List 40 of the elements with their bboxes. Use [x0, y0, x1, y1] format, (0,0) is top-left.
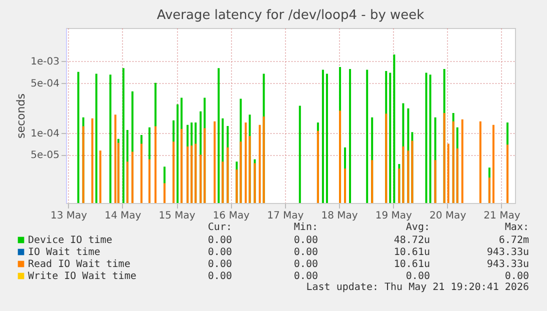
- text: 6.72m: [498, 235, 529, 246]
- text: 0.00: [208, 235, 232, 246]
- x-tick-label: 17 May: [267, 210, 304, 222]
- x-tick-label: 15 May: [158, 210, 196, 222]
- text: 0.00: [208, 271, 232, 282]
- y-axis-title: seconds: [14, 93, 28, 138]
- chart-title: Average latency for /dev/loop4 - by week: [156, 8, 425, 23]
- text: 0.00: [294, 247, 318, 258]
- text: Avg:: [406, 222, 430, 233]
- x-tick-label: 19 May: [375, 210, 412, 222]
- text: 10.61u: [394, 247, 430, 258]
- text: 0.00: [208, 259, 232, 270]
- x-tick-label: 13 May: [50, 210, 88, 222]
- text: 0.00: [294, 271, 318, 282]
- y-tick-label: 5e-04: [30, 78, 60, 90]
- text: 48.72u: [394, 235, 430, 246]
- legend-label: IO Wait time: [28, 247, 100, 258]
- x-tick-label: 21 May: [484, 210, 520, 222]
- y-tick-label: 1e-03: [30, 56, 60, 68]
- x-tick-label: 18 May: [321, 210, 358, 222]
- text: Last update: Thu May 21 19:20:41 2026: [306, 282, 529, 293]
- text: Min:: [294, 222, 318, 233]
- text: 0.00: [294, 235, 318, 246]
- text: 0.00: [208, 247, 232, 258]
- legend-label: Write IO Wait time: [28, 271, 136, 282]
- text: 10.61u: [394, 259, 430, 270]
- text: Cur:: [208, 222, 232, 233]
- text: 0.00: [294, 259, 318, 270]
- text: Max:: [504, 222, 529, 233]
- legend-label: Device IO time: [28, 235, 112, 246]
- text: 943.33u: [486, 247, 529, 258]
- legend-label: Read IO Wait time: [28, 259, 130, 270]
- y-tick-label: 5e-05: [30, 150, 60, 162]
- x-tick-label: 14 May: [104, 210, 142, 222]
- x-tick-label: 20 May: [430, 210, 466, 222]
- x-tick-label: 16 May: [212, 210, 250, 222]
- text: 0.00: [504, 271, 529, 282]
- text: 943.33u: [486, 259, 529, 270]
- text: 0.00: [406, 271, 430, 282]
- y-tick-label: 1e-04: [30, 128, 60, 140]
